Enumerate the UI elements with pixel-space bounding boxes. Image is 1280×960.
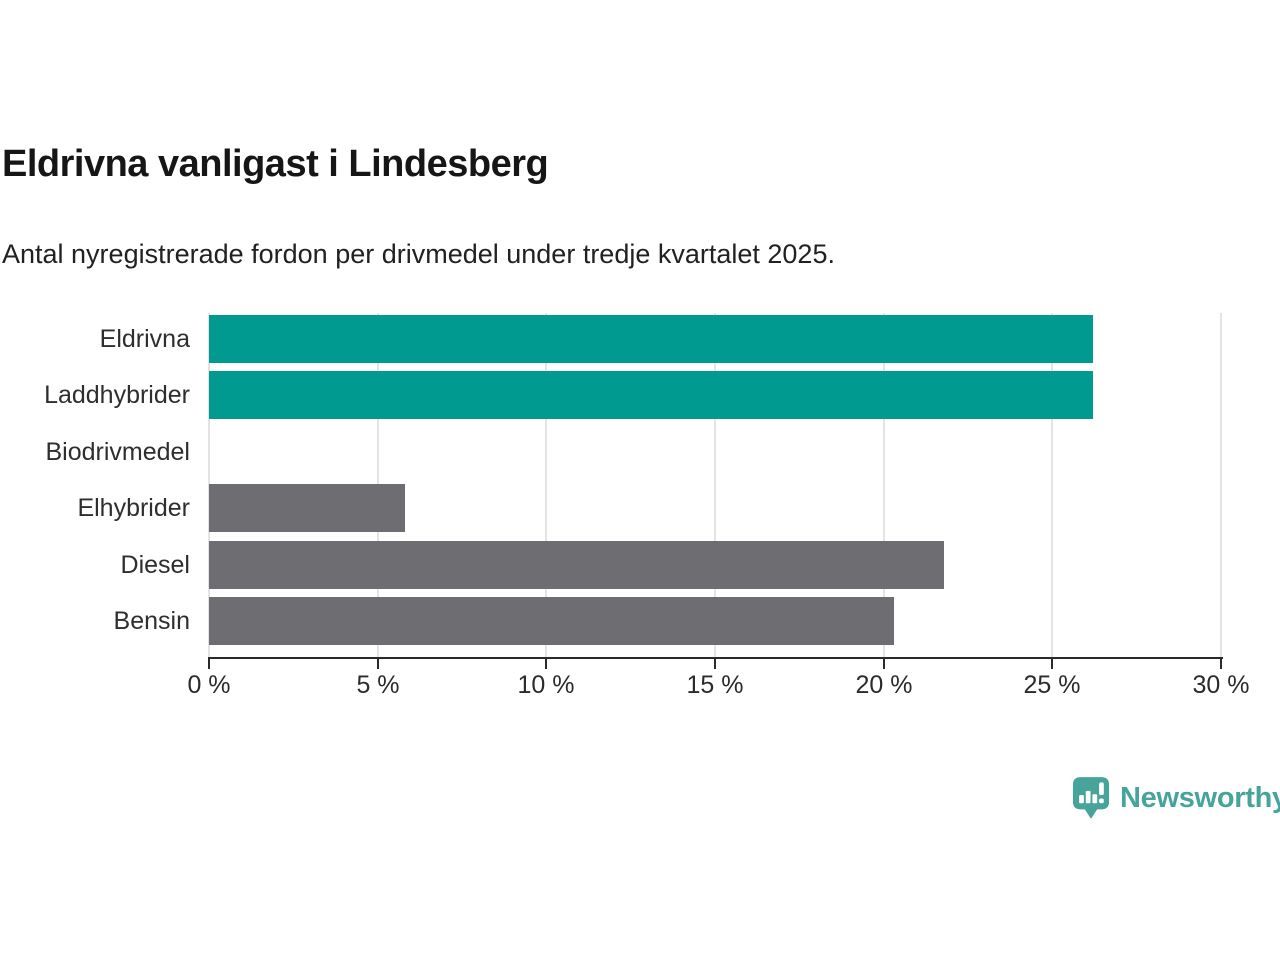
gridline (883, 313, 885, 657)
bar (209, 484, 405, 532)
x-axis-tick-label: 10 % (517, 671, 575, 699)
category-label: Eldrivna (99, 325, 190, 353)
bar (209, 597, 894, 645)
x-axis-tick (1051, 657, 1053, 669)
plot-area (208, 313, 1222, 657)
category-label: Diesel (120, 551, 190, 579)
x-axis-tick-label: 30 % (1192, 671, 1250, 699)
gridline (714, 313, 716, 657)
category-label: Elhybrider (77, 494, 190, 522)
x-axis-tick-label: 20 % (855, 671, 913, 699)
chart-title: Eldrivna vanligast i Lindesberg (2, 143, 549, 185)
chart-subtitle: Antal nyregistrerade fordon per drivmede… (2, 239, 835, 269)
category-labels: Eldrivna Laddhybrider Biodrivmedel Elhybrid… (0, 313, 190, 657)
category-label: Laddhybrider (44, 381, 190, 409)
bar (209, 371, 1093, 419)
x-axis-tick-label: 25 % (1023, 671, 1081, 699)
x-axis-tick (714, 657, 716, 669)
x-axis-tick (883, 657, 885, 669)
category-label: Bensin (113, 607, 190, 635)
gridline (1220, 313, 1222, 657)
x-axis-tick (1220, 657, 1222, 669)
category-label: Biodrivmedel (45, 438, 190, 466)
newsworthy-logo: Newsworthy (1072, 776, 1280, 820)
newsworthy-pin-chart-icon (1072, 777, 1110, 819)
bar (209, 315, 1093, 363)
x-axis-line (209, 657, 1223, 659)
bar (209, 541, 944, 589)
x-axis-tick-label: 0 % (187, 671, 231, 699)
gridline (545, 313, 547, 657)
newsworthy-wordmark: Newsworthy (1120, 781, 1280, 814)
x-axis-tick (208, 657, 210, 669)
x-axis-tick (377, 657, 379, 669)
gridline (1051, 313, 1053, 657)
x-axis-tick (545, 657, 547, 669)
x-axis-tick-label: 15 % (686, 671, 744, 699)
x-axis-tick-label: 5 % (356, 671, 400, 699)
